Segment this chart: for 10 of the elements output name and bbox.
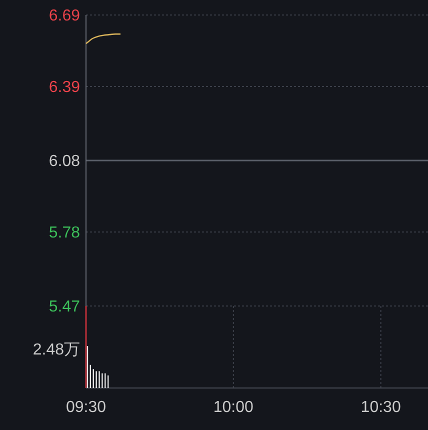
y-tick-label: 5.78 bbox=[48, 224, 80, 242]
y-tick-label: 6.39 bbox=[48, 79, 80, 96]
x-tick-label: 10:30 bbox=[360, 399, 401, 416]
y-tick-label: 6.69 bbox=[48, 8, 80, 25]
line-series bbox=[85, 33, 122, 44]
x-tick-label: 10:00 bbox=[213, 399, 254, 416]
text: 2.48万 bbox=[32, 342, 80, 359]
x-tick-label: 09:30 bbox=[66, 399, 106, 416]
y-tick-label: 6.08 bbox=[48, 153, 80, 170]
y-tick-label: 5.47 bbox=[48, 298, 80, 316]
